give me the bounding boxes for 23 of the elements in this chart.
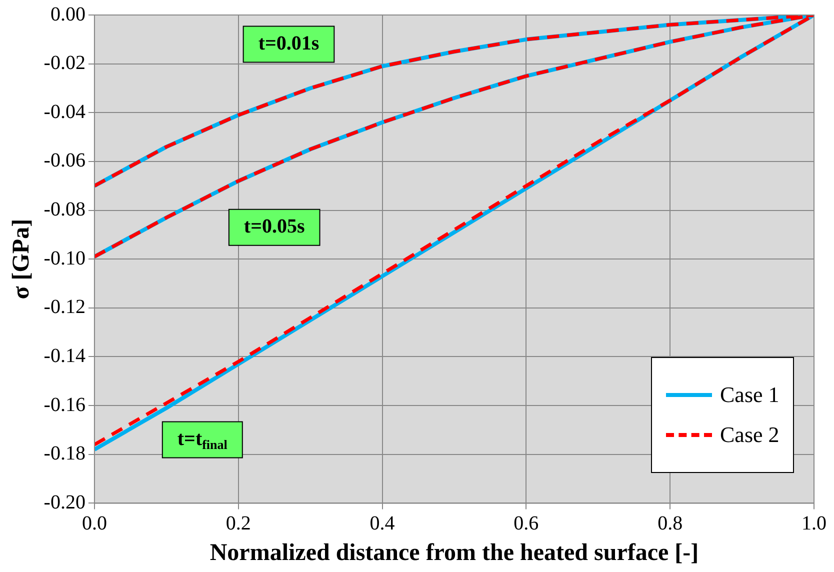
y-tick-label: -0.12 [44, 296, 86, 318]
x-tick-label: 0.6 [514, 512, 539, 534]
x-tick-label: 0.4 [370, 512, 395, 534]
y-tick-label: -0.14 [44, 344, 86, 367]
y-tick-label: -0.06 [44, 150, 86, 172]
legend-label: Case 1 [720, 382, 780, 408]
annotation: t=0.05s [244, 216, 305, 238]
y-tick-label: -0.04 [44, 100, 86, 123]
y-tick-label: -0.08 [44, 198, 86, 221]
x-tick-label: 1.0 [802, 512, 826, 534]
x-tick-label: 0.0 [82, 512, 107, 534]
y-axis-title: σ [GPa] [8, 218, 35, 300]
y-tick-label: -0.18 [44, 442, 86, 465]
y-tick-label: -0.02 [44, 52, 86, 74]
y-tick-label: -0.10 [44, 247, 86, 270]
y-tick-label: 0.00 [50, 3, 86, 26]
y-tick-label: -0.16 [44, 394, 86, 416]
x-tick-label: 0.2 [226, 512, 251, 534]
x-tick-label: 0.8 [658, 512, 683, 534]
annotation: t=0.01s [258, 32, 320, 54]
x-axis-title: Normalized distance from the heated surface [-] [210, 540, 699, 566]
legend-label: Case 2 [720, 422, 780, 448]
y-tick-label: -0.20 [44, 491, 86, 514]
